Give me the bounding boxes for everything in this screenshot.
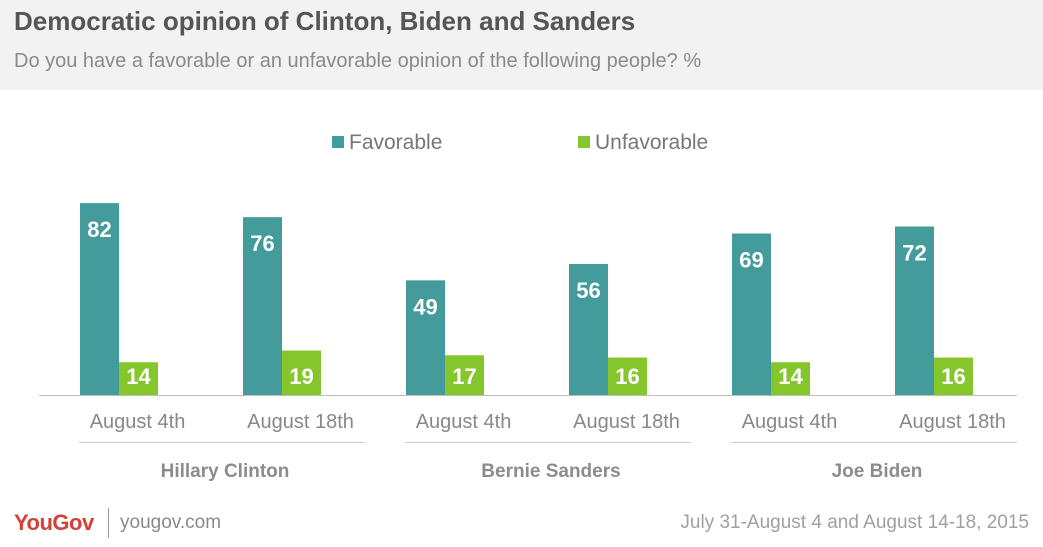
bar-favorable xyxy=(243,217,282,395)
bar-favorable xyxy=(569,263,608,395)
bar-favorable xyxy=(80,203,119,395)
group-label: Bernie Sanders xyxy=(481,461,620,482)
data-label-unfavorable: 19 xyxy=(289,364,313,389)
chart-title: Democratic opinion of Clinton, Biden and… xyxy=(14,6,636,36)
legend-label-unfavorable: Unfavorable xyxy=(595,131,708,154)
data-label-unfavorable: 17 xyxy=(452,364,476,389)
group-label: Joe Biden xyxy=(832,461,923,482)
x-tick-label: August 4th xyxy=(416,411,512,433)
bar-unfavorable xyxy=(608,357,647,395)
footer-site: yougov.com xyxy=(120,512,222,533)
bar-unfavorable xyxy=(771,362,810,395)
bar-unfavorable xyxy=(119,362,158,395)
bar-favorable xyxy=(406,280,445,395)
x-tick-label: August 18th xyxy=(573,411,680,433)
chart-subtitle: Do you have a favorable or an unfavorabl… xyxy=(14,50,702,72)
footer-divider xyxy=(108,508,109,538)
group-label: Hillary Clinton xyxy=(161,461,290,482)
data-label-favorable: 56 xyxy=(576,278,600,303)
data-label-unfavorable: 14 xyxy=(126,364,151,389)
data-label-unfavorable: 16 xyxy=(941,364,965,389)
bar-favorable xyxy=(895,226,934,395)
bar-favorable xyxy=(732,233,771,395)
data-label-favorable: 69 xyxy=(739,248,763,273)
footer-dates: July 31-August 4 and August 14-18, 2015 xyxy=(680,512,1029,533)
legend-swatch-favorable xyxy=(332,136,344,148)
data-label-favorable: 76 xyxy=(250,231,274,256)
x-tick-label: August 18th xyxy=(899,411,1006,433)
x-tick-label: August 18th xyxy=(247,411,354,433)
data-label-favorable: 82 xyxy=(87,217,111,242)
data-label-favorable: 49 xyxy=(413,294,437,319)
bar-chart: Favorable Unfavorable 82 14 August 4th 76 19 Au… xyxy=(39,131,1017,482)
header-band: Democratic opinion of Clinton, Biden and… xyxy=(0,0,1043,90)
legend-label-favorable: Favorable xyxy=(349,131,442,154)
bar-unfavorable xyxy=(934,357,973,395)
x-tick-label: August 4th xyxy=(742,411,838,433)
yougov-logo: YouGov xyxy=(14,510,94,535)
data-label-unfavorable: 16 xyxy=(615,364,639,389)
data-label-favorable: 72 xyxy=(902,241,926,266)
bar-unfavorable xyxy=(282,350,321,395)
bar-unfavorable xyxy=(445,355,484,395)
data-label-unfavorable: 14 xyxy=(778,364,803,389)
x-tick-label: August 4th xyxy=(90,411,186,433)
legend-swatch-unfavorable xyxy=(578,136,590,148)
